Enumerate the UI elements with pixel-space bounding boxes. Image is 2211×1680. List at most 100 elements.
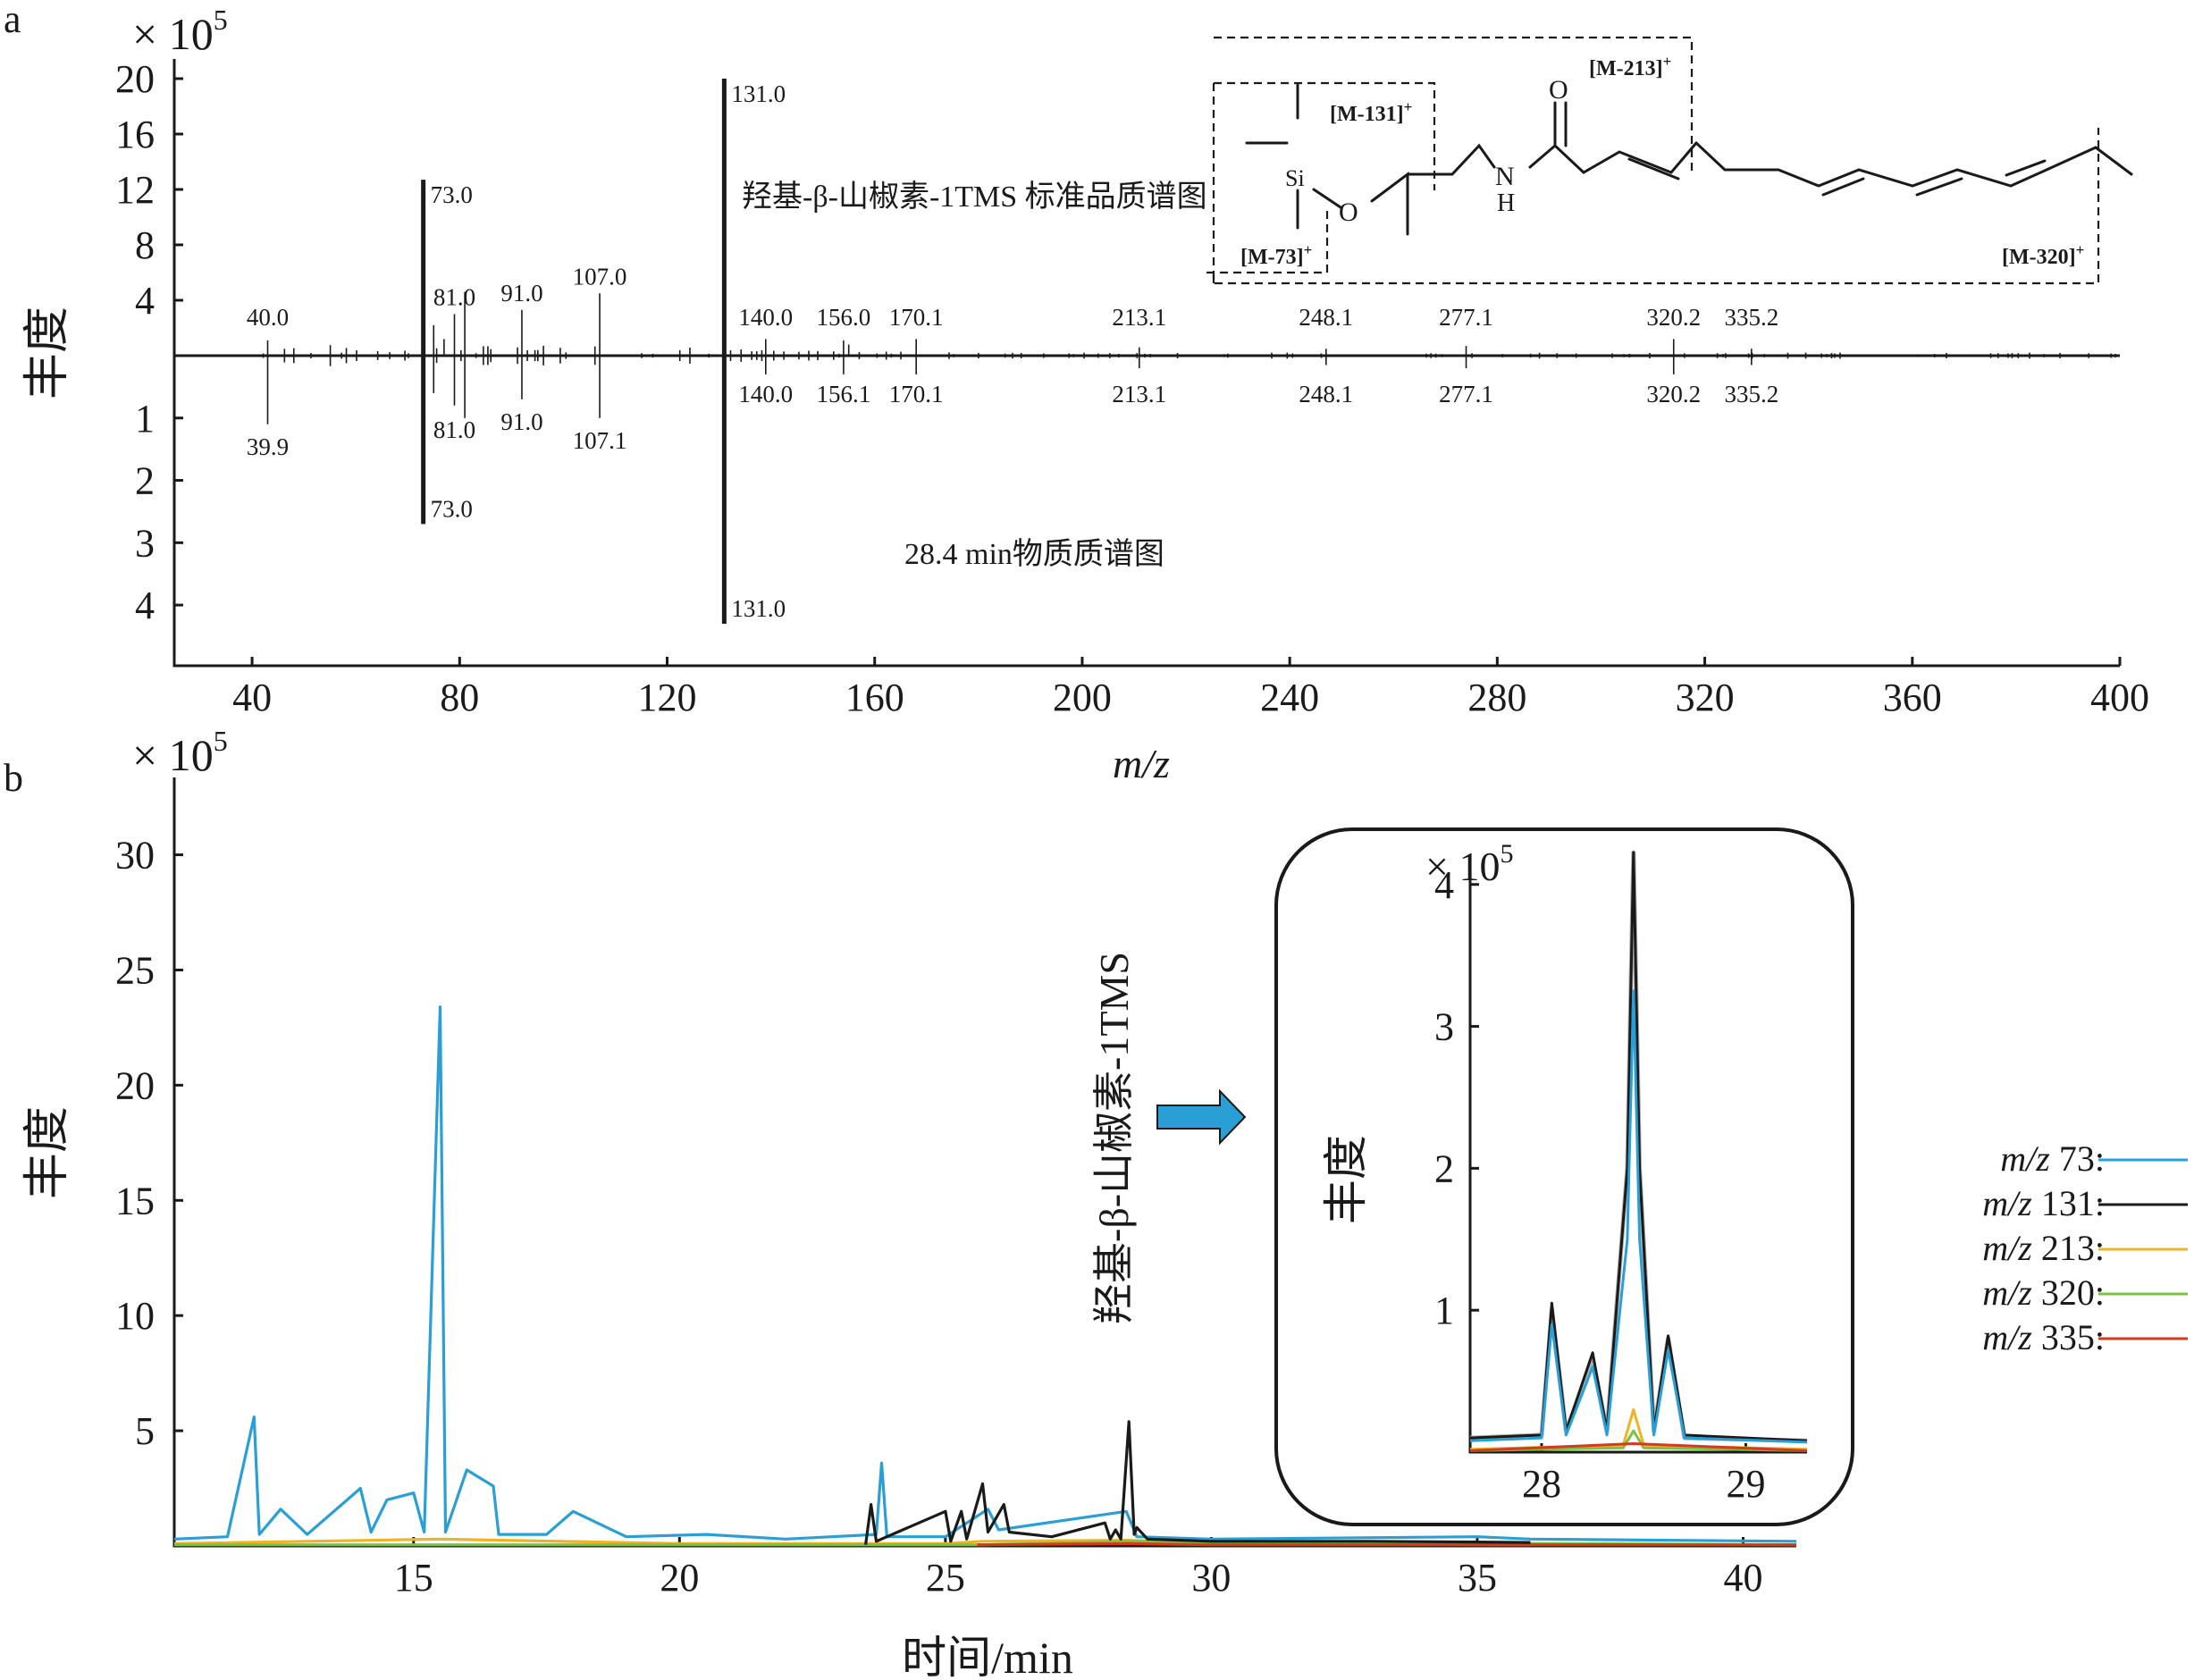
x-tick-label-a: 200 [1053, 676, 1112, 719]
y-tick-label-top-a: 4 [135, 279, 155, 323]
inset-series-line [1469, 989, 1808, 1444]
panel-a: a × 105 丰度 40 80 120 160 200 240 280 320 360 4004… [4, 0, 2149, 786]
peak-label: 248.1 [1299, 381, 1353, 407]
peak-label: 91.0 [500, 408, 542, 435]
series-line [173, 1005, 1797, 1543]
panel-label-a: a [4, 0, 21, 41]
inset-series-line [1469, 851, 1808, 1442]
inset-x-tick-label: 29 [1726, 1462, 1765, 1506]
inset-y-multiplier: × 105 [1425, 839, 1513, 889]
series-label-sample: 28.4 min物质质谱图 [904, 537, 1164, 571]
y-multiplier-a: × 105 [132, 4, 228, 59]
peak-label: 140.0 [738, 304, 793, 331]
x-tick-label-a: 120 [638, 676, 697, 719]
inset-y-tick-label: 1 [1434, 1289, 1454, 1332]
legend-label: m/z 335: [1982, 1317, 2105, 1357]
peak-label: 277.1 [1439, 381, 1493, 407]
y-tick-label-b: 25 [115, 948, 155, 992]
peak-label: 248.1 [1299, 304, 1353, 331]
x-tick-label-a: 400 [2090, 676, 2149, 719]
x-tick-label-a: 280 [1467, 676, 1526, 719]
peak-label: 131.0 [731, 595, 786, 622]
inset-y-tick-label: 2 [1434, 1147, 1454, 1190]
peak-label: 73.0 [431, 181, 473, 208]
axis-frame-b [172, 777, 1796, 1548]
inset-axis-frame [1468, 856, 1807, 1454]
x-tick-label-a: 80 [440, 676, 479, 719]
y-tick-label-top-a: 20 [115, 57, 155, 101]
peak-label: 40.0 [247, 304, 289, 331]
y-tick-label-b: 10 [115, 1294, 155, 1338]
series-label-standard: 羟基-β-山椒素-1TMS 标准品质谱图 [742, 180, 1207, 214]
legend-label: m/z 131: [1982, 1183, 2105, 1223]
x-axis-title-b: 时间/min [902, 1633, 1073, 1680]
inset-series-line [1469, 1442, 1808, 1452]
inset-series-line [1469, 1429, 1808, 1452]
y-tick-label-bottom-a: 2 [135, 459, 155, 503]
x-tick-label-a: 360 [1883, 676, 1942, 719]
series-line [864, 1420, 1531, 1545]
atom-o-ether: O [1339, 197, 1358, 227]
structure-diagram: [M-213]+ [M-131]+ [M-73]+ [M-320]+ Si O … [1206, 36, 2133, 285]
y-tick-label-top-a: 16 [115, 113, 155, 156]
inset-y-tick-label: 4 [1434, 863, 1454, 907]
atom-o-carbonyl: O [1549, 75, 1568, 105]
peak-label: 107.0 [573, 263, 627, 290]
y-tick-label-b: 5 [135, 1409, 155, 1453]
x-tick-label-a: 320 [1676, 676, 1735, 719]
y-axis-title-a: 丰度 [22, 307, 73, 399]
peak-label: 170.1 [889, 304, 944, 331]
fragment-m131: [M-131]+ [1330, 98, 1412, 126]
atom-n: N [1495, 162, 1515, 191]
inset-x-tick-label: 28 [1522, 1462, 1561, 1506]
peak-label: 213.1 [1112, 381, 1166, 407]
panel-label-b: b [4, 756, 23, 800]
y-tick-label-top-a: 12 [115, 168, 155, 212]
peak-label: 170.1 [889, 381, 944, 407]
peak-label: 335.2 [1724, 381, 1778, 407]
peak-label: 107.1 [573, 427, 627, 454]
y-tick-label-bottom-a: 1 [135, 397, 155, 441]
peak-label: 156.0 [817, 304, 871, 331]
fragment-m320: [M-320]+ [2002, 241, 2084, 269]
x-tick-label-b: 35 [1458, 1556, 1497, 1600]
peak-label: 73.0 [431, 495, 473, 522]
y-tick-label-b: 30 [115, 834, 155, 878]
inset-y-tick-label: 3 [1434, 1005, 1454, 1049]
compound-label-rotated: 羟基-β-山椒素-1TMS [1091, 952, 1137, 1324]
inset-y-axis-title: 丰度 [1321, 1135, 1371, 1224]
peak-label: 81.0 [433, 284, 475, 311]
panel-b: b × 105 丰度 时间/min 15 20 25 30 35 40 5 10 15 20 25 3… [4, 725, 2188, 1680]
series-line [977, 1541, 1796, 1547]
y-multiplier-b: × 105 [132, 725, 228, 780]
peak-label: 335.2 [1724, 304, 1778, 331]
arrow-icon [1156, 1088, 1247, 1146]
y-axis-title-b: 丰度 [22, 1106, 73, 1199]
peak-label: 320.2 [1646, 304, 1701, 331]
peak-label: 131.0 [731, 80, 786, 107]
peak-label: 277.1 [1439, 304, 1493, 331]
peak-label: 156.1 [817, 381, 871, 407]
atom-si: Si [1285, 165, 1305, 191]
y-tick-label-b: 15 [115, 1179, 155, 1222]
x-tick-label-b: 20 [660, 1556, 699, 1600]
fragment-m213: [M-213]+ [1589, 53, 1671, 80]
x-axis-title-a: m/z [1113, 741, 1170, 786]
y-tick-label-b: 20 [115, 1063, 155, 1107]
x-tick-label-b: 40 [1723, 1556, 1762, 1600]
x-tick-label-a: 40 [232, 676, 272, 719]
peak-label: 213.1 [1112, 304, 1166, 331]
y-tick-label-bottom-a: 3 [135, 521, 155, 565]
x-tick-label-a: 160 [845, 676, 904, 719]
peak-label: 320.2 [1646, 381, 1701, 407]
peak-label: 81.0 [433, 416, 475, 443]
legend-label: m/z 213: [1982, 1228, 2105, 1268]
x-tick-label-a: 240 [1260, 676, 1319, 719]
atom-h: H [1497, 189, 1515, 217]
peak-label: 39.9 [247, 433, 289, 460]
x-tick-label-b: 25 [926, 1556, 965, 1600]
axis-frame-a [172, 59, 2120, 668]
fragment-m73: [M-73]+ [1240, 241, 1312, 269]
legend-label: m/z 320: [1982, 1273, 2105, 1313]
